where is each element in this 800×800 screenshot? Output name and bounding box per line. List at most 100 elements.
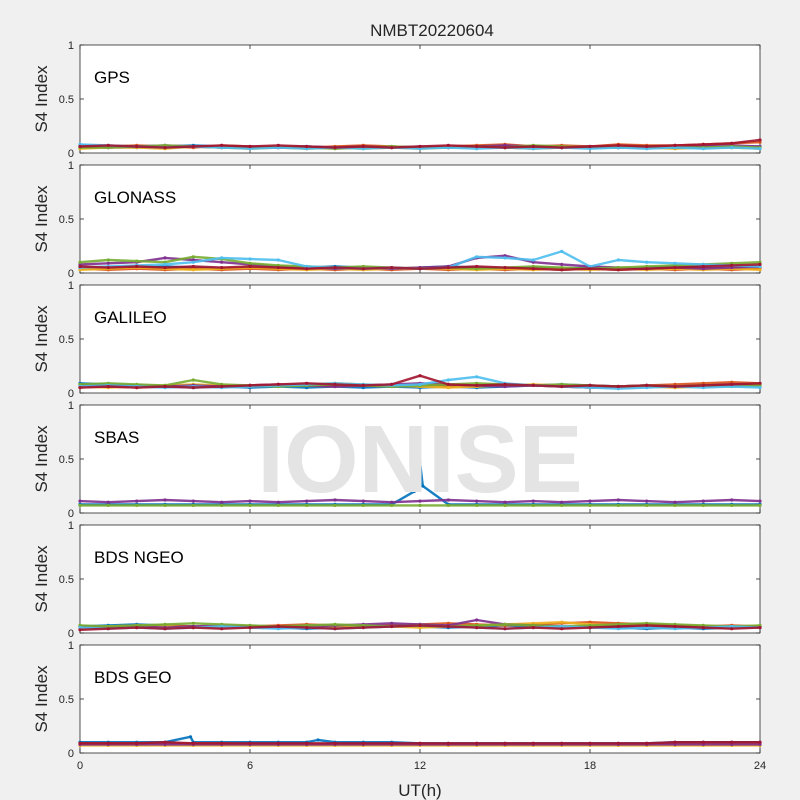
data-point [503, 146, 507, 150]
data-point [701, 623, 705, 628]
data-point [390, 624, 394, 629]
data-point [475, 383, 479, 387]
data-point [758, 147, 762, 151]
data-point [418, 460, 422, 464]
data-point [135, 264, 139, 269]
data-point [220, 627, 224, 631]
data-point [191, 621, 195, 625]
data-point [78, 623, 82, 628]
data-point [475, 144, 479, 149]
data-point [616, 627, 620, 631]
data-point [446, 266, 450, 270]
data-point [588, 147, 592, 151]
data-point [475, 255, 479, 259]
data-point [361, 623, 365, 628]
data-point [503, 741, 507, 745]
data-point [588, 623, 592, 628]
data-point [475, 264, 479, 269]
data-point [560, 741, 564, 745]
data-point [106, 503, 110, 507]
data-point [361, 386, 365, 390]
data-point [78, 268, 82, 272]
data-point [191, 378, 195, 382]
data-point [163, 742, 167, 747]
data-point [248, 264, 252, 269]
y-tick-label: 1 [68, 640, 74, 652]
data-point [475, 499, 479, 503]
data-point [418, 147, 422, 151]
data-point [730, 740, 734, 744]
data-point [305, 386, 309, 390]
data-point [560, 627, 564, 631]
data-point [135, 499, 139, 503]
data-point [701, 499, 705, 503]
data-point [475, 626, 479, 630]
data-point [560, 500, 564, 504]
data-point [588, 503, 592, 507]
data-point [276, 263, 280, 267]
data-point [673, 266, 677, 270]
data-point [220, 260, 224, 264]
data-point [730, 498, 734, 502]
data-point [220, 384, 224, 389]
data-point [758, 623, 762, 628]
data-point [390, 741, 394, 745]
x-tick-label: 18 [584, 760, 596, 772]
data-point [276, 741, 280, 745]
data-point [361, 264, 365, 269]
plot-area [79, 164, 761, 274]
data-point [616, 498, 620, 502]
data-point [276, 500, 280, 504]
data-point [305, 741, 309, 745]
y-axis-label: S4 Index [32, 185, 51, 253]
data-point [135, 503, 139, 507]
data-point [333, 266, 337, 270]
data-point [412, 489, 416, 493]
y-axis-label: S4 Index [32, 665, 51, 733]
data-point [191, 499, 195, 503]
data-point [415, 479, 419, 483]
data-point [106, 261, 110, 265]
panel-label: BDS GEO [94, 668, 171, 687]
data-point [673, 742, 677, 747]
data-point [531, 147, 535, 151]
data-point [758, 138, 762, 142]
data-point [560, 624, 564, 629]
y-tick-label: 0.5 [59, 694, 74, 706]
data-point [191, 503, 195, 507]
data-point [616, 384, 620, 389]
data-point [560, 620, 564, 624]
series [78, 740, 762, 745]
y-tick-label: 0 [68, 148, 74, 160]
data-point [421, 484, 425, 488]
y-tick-label: 0 [68, 508, 74, 520]
data-point [673, 143, 677, 147]
data-point [645, 147, 649, 151]
data-point [616, 268, 620, 272]
data-point [758, 262, 762, 266]
data-point [78, 499, 82, 503]
data-point [106, 258, 110, 262]
data-point [418, 623, 422, 628]
y-tick-label: 0.5 [59, 94, 74, 106]
data-point [758, 140, 762, 144]
data-point [390, 146, 394, 150]
data-point [531, 260, 535, 264]
data-point [673, 261, 677, 265]
panel-label: GALILEO [94, 308, 167, 327]
data-point [503, 254, 507, 258]
data-point [560, 146, 564, 150]
data-point [333, 146, 337, 150]
data-point [418, 741, 422, 745]
data-point [645, 267, 649, 271]
panel-label: BDS NGEO [94, 548, 184, 567]
data-point [390, 382, 394, 386]
data-point [701, 503, 705, 507]
x-tick-label: 0 [77, 760, 83, 772]
data-point [135, 623, 139, 628]
panel-label: GPS [94, 68, 130, 87]
data-point [560, 268, 564, 272]
y-tick-label: 1 [68, 40, 74, 52]
y-tick-label: 0.5 [59, 214, 74, 226]
data-point [673, 740, 677, 744]
